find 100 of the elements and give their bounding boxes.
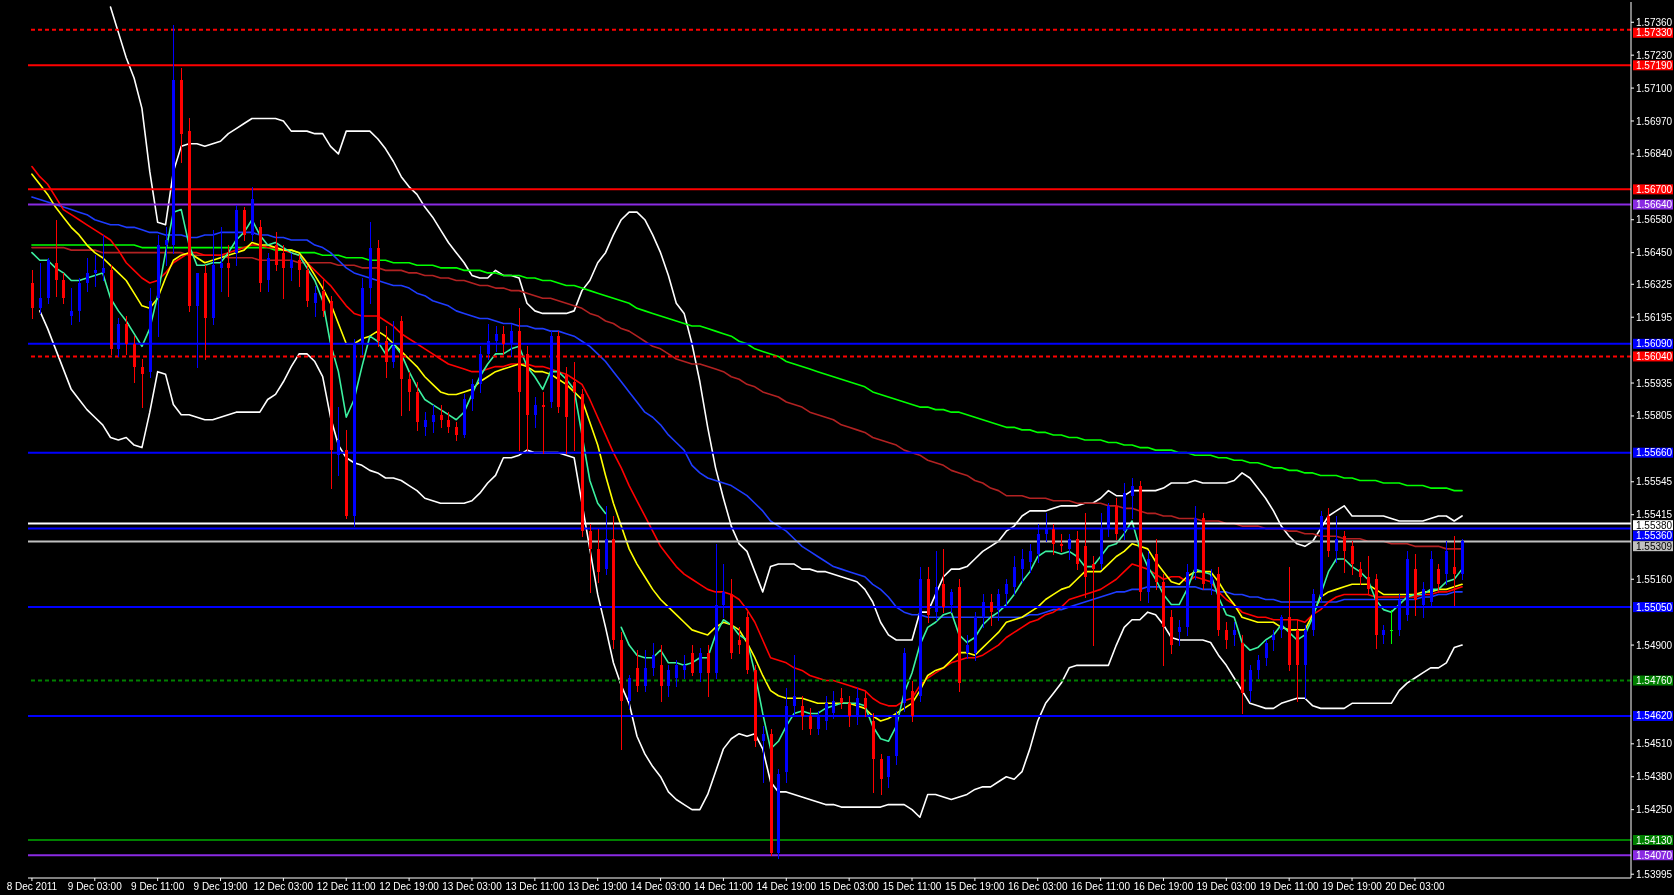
x-tick-label: 20 Dec 03:00 bbox=[1385, 881, 1446, 893]
candlestick bbox=[220, 226, 223, 293]
y-tick-label: 1.57360 bbox=[1636, 16, 1673, 28]
ref-line-label: 1.54620 bbox=[1636, 710, 1673, 722]
y-tick-label: 1.54380 bbox=[1636, 771, 1673, 783]
candlestick bbox=[1351, 540, 1354, 576]
x-tick-label: 16 Dec 11:00 bbox=[1071, 881, 1131, 893]
x-tick-label: 12 Dec 11:00 bbox=[316, 881, 377, 893]
y-tick-label: 1.54510 bbox=[1636, 738, 1673, 750]
candlestick bbox=[1390, 609, 1393, 645]
candlestick bbox=[227, 244, 230, 298]
y-tick-label: 1.55935 bbox=[1636, 377, 1673, 389]
ref-line-label: 1.55050 bbox=[1636, 601, 1673, 613]
x-tick-label: 14 Dec 03:00 bbox=[630, 881, 691, 893]
candlestick bbox=[1437, 563, 1440, 594]
x-tick-label: 12 Dec 19:00 bbox=[379, 881, 440, 893]
y-tick-label: 1.55160 bbox=[1636, 573, 1673, 585]
candlestick bbox=[39, 262, 42, 315]
candlestick bbox=[1225, 621, 1228, 650]
candlestick bbox=[738, 626, 741, 655]
candlestick bbox=[408, 371, 411, 412]
ref-line-label: 1.55309 bbox=[1636, 540, 1673, 552]
x-tick-label: 15 Dec 19:00 bbox=[945, 881, 1006, 893]
candlestick bbox=[62, 272, 65, 305]
line-series bbox=[31, 244, 1463, 492]
x-tick-label: 13 Dec 11:00 bbox=[505, 881, 565, 893]
candlestick bbox=[141, 358, 144, 409]
candlestick bbox=[636, 649, 639, 693]
candlestick bbox=[762, 725, 765, 784]
x-tick-label: 15 Dec 03:00 bbox=[819, 881, 880, 893]
candlestick bbox=[290, 252, 293, 282]
x-tick-label: 8 Dec 2011 bbox=[6, 881, 58, 893]
x-tick-label: 15 Dec 11:00 bbox=[882, 881, 942, 893]
x-tick-label: 12 Dec 03:00 bbox=[253, 881, 314, 893]
candlestick bbox=[275, 231, 278, 272]
candlestick bbox=[1382, 624, 1385, 645]
candlestick bbox=[683, 654, 686, 680]
candlestick bbox=[1445, 540, 1448, 586]
candlestick bbox=[55, 219, 58, 298]
ref-line-label: 1.56090 bbox=[1636, 338, 1673, 350]
candlestick bbox=[1013, 555, 1016, 596]
ref-line-label: 1.56040 bbox=[1636, 350, 1673, 362]
y-tick-label: 1.54900 bbox=[1636, 639, 1673, 651]
line-series bbox=[31, 196, 1463, 619]
candlestick bbox=[573, 361, 576, 452]
candlestick bbox=[652, 642, 655, 677]
ref-line-label: 1.54130 bbox=[1636, 834, 1673, 846]
x-tick-label: 16 Dec 19:00 bbox=[1133, 881, 1194, 893]
candlestick bbox=[1367, 555, 1370, 596]
candlestick bbox=[880, 753, 883, 796]
candlestick bbox=[597, 528, 600, 584]
candlestick bbox=[471, 378, 474, 412]
x-tick-label: 14 Dec 11:00 bbox=[694, 881, 754, 893]
candlestick bbox=[1052, 523, 1055, 556]
candlestick bbox=[94, 254, 97, 288]
candlestick bbox=[809, 707, 812, 736]
x-tick-label: 13 Dec 19:00 bbox=[567, 881, 628, 893]
candlestick bbox=[801, 695, 804, 731]
ref-line-label: 1.56640 bbox=[1636, 199, 1673, 211]
ref-line-label: 1.57330 bbox=[1636, 27, 1673, 39]
y-tick-label: 1.56580 bbox=[1636, 214, 1673, 226]
candlestick bbox=[424, 411, 427, 437]
candlestick bbox=[644, 649, 647, 693]
candlestick bbox=[1210, 568, 1213, 596]
candlestick bbox=[1272, 629, 1275, 652]
y-tick-label: 1.56840 bbox=[1636, 148, 1673, 160]
candlestick bbox=[628, 674, 631, 710]
candlestick bbox=[887, 755, 890, 789]
x-tick-label: 13 Dec 03:00 bbox=[442, 881, 503, 893]
y-tick-label: 1.54250 bbox=[1636, 804, 1673, 816]
y-tick-label: 1.57230 bbox=[1636, 49, 1673, 61]
candlestick bbox=[667, 664, 670, 698]
candlestick bbox=[102, 234, 105, 282]
ref-line-label: 1.55380 bbox=[1636, 519, 1673, 531]
y-tick-label: 1.53995 bbox=[1636, 868, 1673, 880]
candlestick bbox=[455, 421, 458, 442]
y-tick-label: 1.55415 bbox=[1636, 509, 1673, 521]
candlestick bbox=[1029, 543, 1032, 574]
x-tick-label: 19 Dec 19:00 bbox=[1322, 881, 1383, 893]
ref-line-label: 1.55360 bbox=[1636, 530, 1673, 542]
candlestick bbox=[314, 285, 317, 318]
candlestick bbox=[840, 687, 843, 710]
candlestick bbox=[322, 279, 325, 318]
x-tick-label: 9 Dec 03:00 bbox=[67, 881, 123, 893]
candlestick bbox=[440, 404, 443, 429]
candlestick bbox=[298, 254, 301, 288]
y-tick-label: 1.55545 bbox=[1636, 476, 1673, 488]
candlestick bbox=[447, 411, 450, 434]
candlestick bbox=[966, 634, 969, 660]
candlestick bbox=[990, 593, 993, 627]
y-tick-label: 1.56450 bbox=[1636, 247, 1673, 259]
ref-line-label: 1.57190 bbox=[1636, 59, 1673, 71]
candlestick bbox=[1265, 639, 1268, 667]
ref-line-label: 1.54070 bbox=[1636, 849, 1673, 861]
candlestick bbox=[1280, 614, 1283, 639]
candlestick bbox=[589, 523, 592, 594]
ref-line-label: 1.54760 bbox=[1636, 675, 1673, 687]
candlestick bbox=[1249, 664, 1252, 703]
candlestick bbox=[942, 548, 945, 614]
candlestick bbox=[432, 404, 435, 434]
